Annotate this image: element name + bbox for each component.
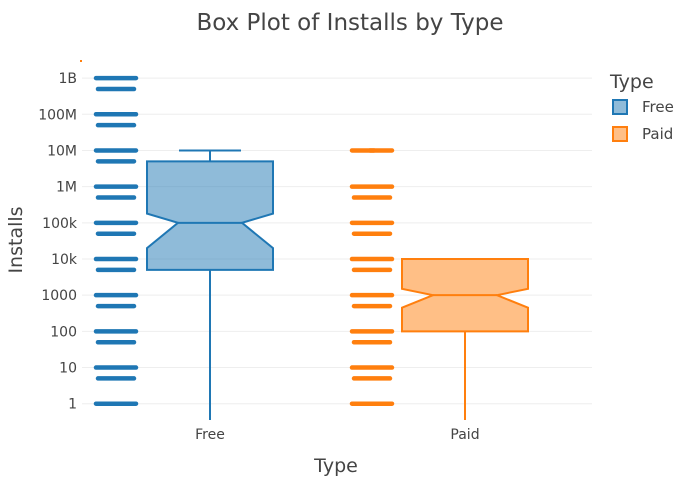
y-axis-ticks: 1 10 100 1000 10k 100k 1M 10M 100M 1B bbox=[38, 71, 78, 413]
y-tick-label: 10k bbox=[51, 252, 78, 268]
y-tick-label: 100 bbox=[50, 324, 77, 340]
y-tick-label: 100k bbox=[42, 216, 78, 232]
chart-title: Box Plot of Installs by Type bbox=[196, 10, 503, 36]
boxes bbox=[146, 148, 529, 420]
x-axis-ticks: Free Paid bbox=[195, 427, 479, 443]
y-tick-label: 10 bbox=[59, 361, 77, 377]
y-tick-label: 10M bbox=[47, 143, 77, 159]
box-free bbox=[146, 160, 274, 271]
legend-title: Type bbox=[609, 71, 654, 93]
y-tick-label: 1 bbox=[68, 397, 77, 413]
y-tick-label: 1B bbox=[58, 71, 77, 87]
legend: Type Free Paid bbox=[609, 71, 674, 143]
y-axis-label: Installs bbox=[5, 206, 27, 273]
data-points bbox=[80, 60, 395, 406]
legend-swatch-free bbox=[612, 99, 628, 115]
x-tick-label: Free bbox=[195, 427, 225, 443]
data-point bbox=[80, 60, 82, 62]
x-tick-label: Paid bbox=[450, 427, 479, 443]
y-tick-label: 1000 bbox=[41, 288, 77, 304]
y-tick-label: 1M bbox=[56, 180, 77, 196]
legend-swatch-paid bbox=[612, 126, 628, 142]
x-axis-label: Type bbox=[313, 455, 358, 477]
y-tick-label: 100M bbox=[38, 107, 77, 123]
legend-label-free: Free bbox=[642, 98, 674, 116]
legend-label-paid: Paid bbox=[642, 125, 673, 143]
